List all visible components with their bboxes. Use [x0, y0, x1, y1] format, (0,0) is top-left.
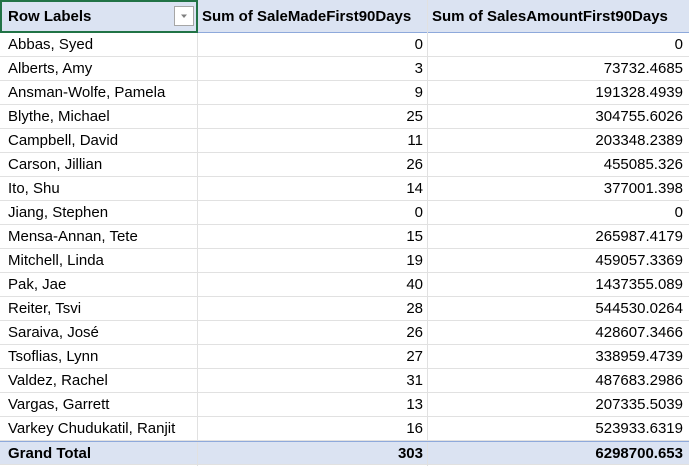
sales-amount-cell[interactable]: 523933.6319 [595, 420, 683, 437]
sales-made-cell[interactable]: 26 [198, 321, 428, 345]
grand-total-sales-made[interactable]: 303 [198, 442, 428, 466]
row-label-cell[interactable]: Varkey Chudukatil, Ranjit [0, 417, 198, 441]
sales-made-cell[interactable]: 11 [198, 129, 428, 153]
sales-amount-cell[interactable]: 455085.326 [603, 156, 683, 173]
sales-made-cell[interactable]: 40 [198, 273, 428, 297]
sales-made-cell[interactable]: 31 [198, 369, 428, 393]
sales-amount-cell[interactable]: 1437355.089 [595, 276, 683, 293]
row-label-cell[interactable]: Tsoflias, Lynn [0, 345, 198, 369]
row-label-cell[interactable]: Ansman-Wolfe, Pamela [0, 81, 198, 105]
sales-made-cell[interactable]: 19 [198, 249, 428, 273]
sales-amount-cell[interactable]: 377001.398 [603, 180, 683, 197]
table-row: Blythe, Michael 25 304755.6026 [0, 105, 689, 129]
chevron-down-icon [181, 14, 187, 18]
sales-made-cell[interactable]: 26 [198, 153, 428, 177]
table-row: Ansman-Wolfe, Pamela 9 191328.4939 [0, 81, 689, 105]
sales-made-cell[interactable]: 9 [198, 81, 428, 105]
pivot-body: Abbas, Syed 0 0 Alberts, Amy 3 73732.4685 Ansm… [0, 33, 689, 441]
sales-made-cell[interactable]: 13 [198, 393, 428, 417]
sales-amount-cell[interactable]: 265987.4179 [595, 228, 683, 245]
sales-amount-header[interactable]: Sum of SalesAmountFirst90Days [432, 8, 668, 25]
sales-amount-cell[interactable]: 73732.4685 [603, 60, 683, 77]
table-row: Ito, Shu 14 377001.398 [0, 177, 689, 201]
sales-made-cell[interactable]: 0 [198, 201, 428, 225]
sales-made-header[interactable]: Sum of SaleMadeFirst90Days [198, 0, 428, 33]
row-label-cell[interactable]: Mensa-Annan, Tete [0, 225, 198, 249]
table-row: Campbell, David 11 203348.2389 [0, 129, 689, 153]
row-labels-filter-button[interactable] [174, 6, 194, 26]
sales-amount-cell[interactable]: 487683.2986 [595, 372, 683, 389]
sales-amount-cell[interactable]: 304755.6026 [595, 108, 683, 125]
table-row: Vargas, Garrett 13 207335.5039 [0, 393, 689, 417]
row-label-cell[interactable]: Jiang, Stephen [0, 201, 198, 225]
row-label-cell[interactable]: Blythe, Michael [0, 105, 198, 129]
sales-amount-cell[interactable]: 459057.3369 [595, 252, 683, 269]
grand-total-label[interactable]: Grand Total [0, 442, 198, 466]
row-label-cell[interactable]: Mitchell, Linda [0, 249, 198, 273]
pivot-header-row: Row Labels Sum of SaleMadeFirst90Days Su… [0, 0, 689, 33]
sales-amount-cell[interactable]: 544530.0264 [595, 300, 683, 317]
sales-made-cell[interactable]: 27 [198, 345, 428, 369]
table-row: Alberts, Amy 3 73732.4685 [0, 57, 689, 81]
sales-made-cell[interactable]: 16 [198, 417, 428, 441]
table-row: Jiang, Stephen 0 0 [0, 201, 689, 225]
table-row: Valdez, Rachel 31 487683.2986 [0, 369, 689, 393]
sales-made-cell[interactable]: 3 [198, 57, 428, 81]
row-label-cell[interactable]: Saraiva, José [0, 321, 198, 345]
table-row: Abbas, Syed 0 0 [0, 33, 689, 57]
sales-amount-cell[interactable]: 207335.5039 [595, 396, 683, 413]
sales-amount-cell[interactable]: 203348.2389 [595, 132, 683, 149]
sales-amount-cell[interactable]: 0 [674, 204, 683, 221]
sales-made-cell[interactable]: 25 [198, 105, 428, 129]
row-label-cell[interactable]: Ito, Shu [0, 177, 198, 201]
grand-total-row: Grand Total 303 6298700.653 [0, 441, 689, 466]
row-label-cell[interactable]: Abbas, Syed [0, 33, 198, 57]
row-label-cell[interactable]: Campbell, David [0, 129, 198, 153]
grand-total-sales-amount[interactable]: 6298700.653 [595, 445, 683, 462]
row-label-cell[interactable]: Vargas, Garrett [0, 393, 198, 417]
table-row: Reiter, Tsvi 28 544530.0264 [0, 297, 689, 321]
row-label-cell[interactable]: Carson, Jillian [0, 153, 198, 177]
row-label-cell[interactable]: Valdez, Rachel [0, 369, 198, 393]
row-labels-header[interactable]: Row Labels [0, 0, 198, 33]
row-label-cell[interactable]: Pak, Jae [0, 273, 198, 297]
table-row: Pak, Jae 40 1437355.089 [0, 273, 689, 297]
table-row: Varkey Chudukatil, Ranjit 16 523933.6319 [0, 417, 689, 441]
sales-amount-cell[interactable]: 191328.4939 [595, 84, 683, 101]
table-row: Mensa-Annan, Tete 15 265987.4179 [0, 225, 689, 249]
sales-made-cell[interactable]: 14 [198, 177, 428, 201]
table-row: Saraiva, José 26 428607.3466 [0, 321, 689, 345]
sales-made-cell[interactable]: 15 [198, 225, 428, 249]
sales-amount-cell[interactable]: 0 [674, 36, 683, 53]
row-label-cell[interactable]: Alberts, Amy [0, 57, 198, 81]
row-label-cell[interactable]: Reiter, Tsvi [0, 297, 198, 321]
sales-amount-cell[interactable]: 338959.4739 [595, 348, 683, 365]
table-row: Mitchell, Linda 19 459057.3369 [0, 249, 689, 273]
sales-amount-cell[interactable]: 428607.3466 [595, 324, 683, 341]
sales-made-cell[interactable]: 0 [198, 33, 428, 57]
table-row: Carson, Jillian 26 455085.326 [0, 153, 689, 177]
table-row: Tsoflias, Lynn 27 338959.4739 [0, 345, 689, 369]
sales-made-cell[interactable]: 28 [198, 297, 428, 321]
